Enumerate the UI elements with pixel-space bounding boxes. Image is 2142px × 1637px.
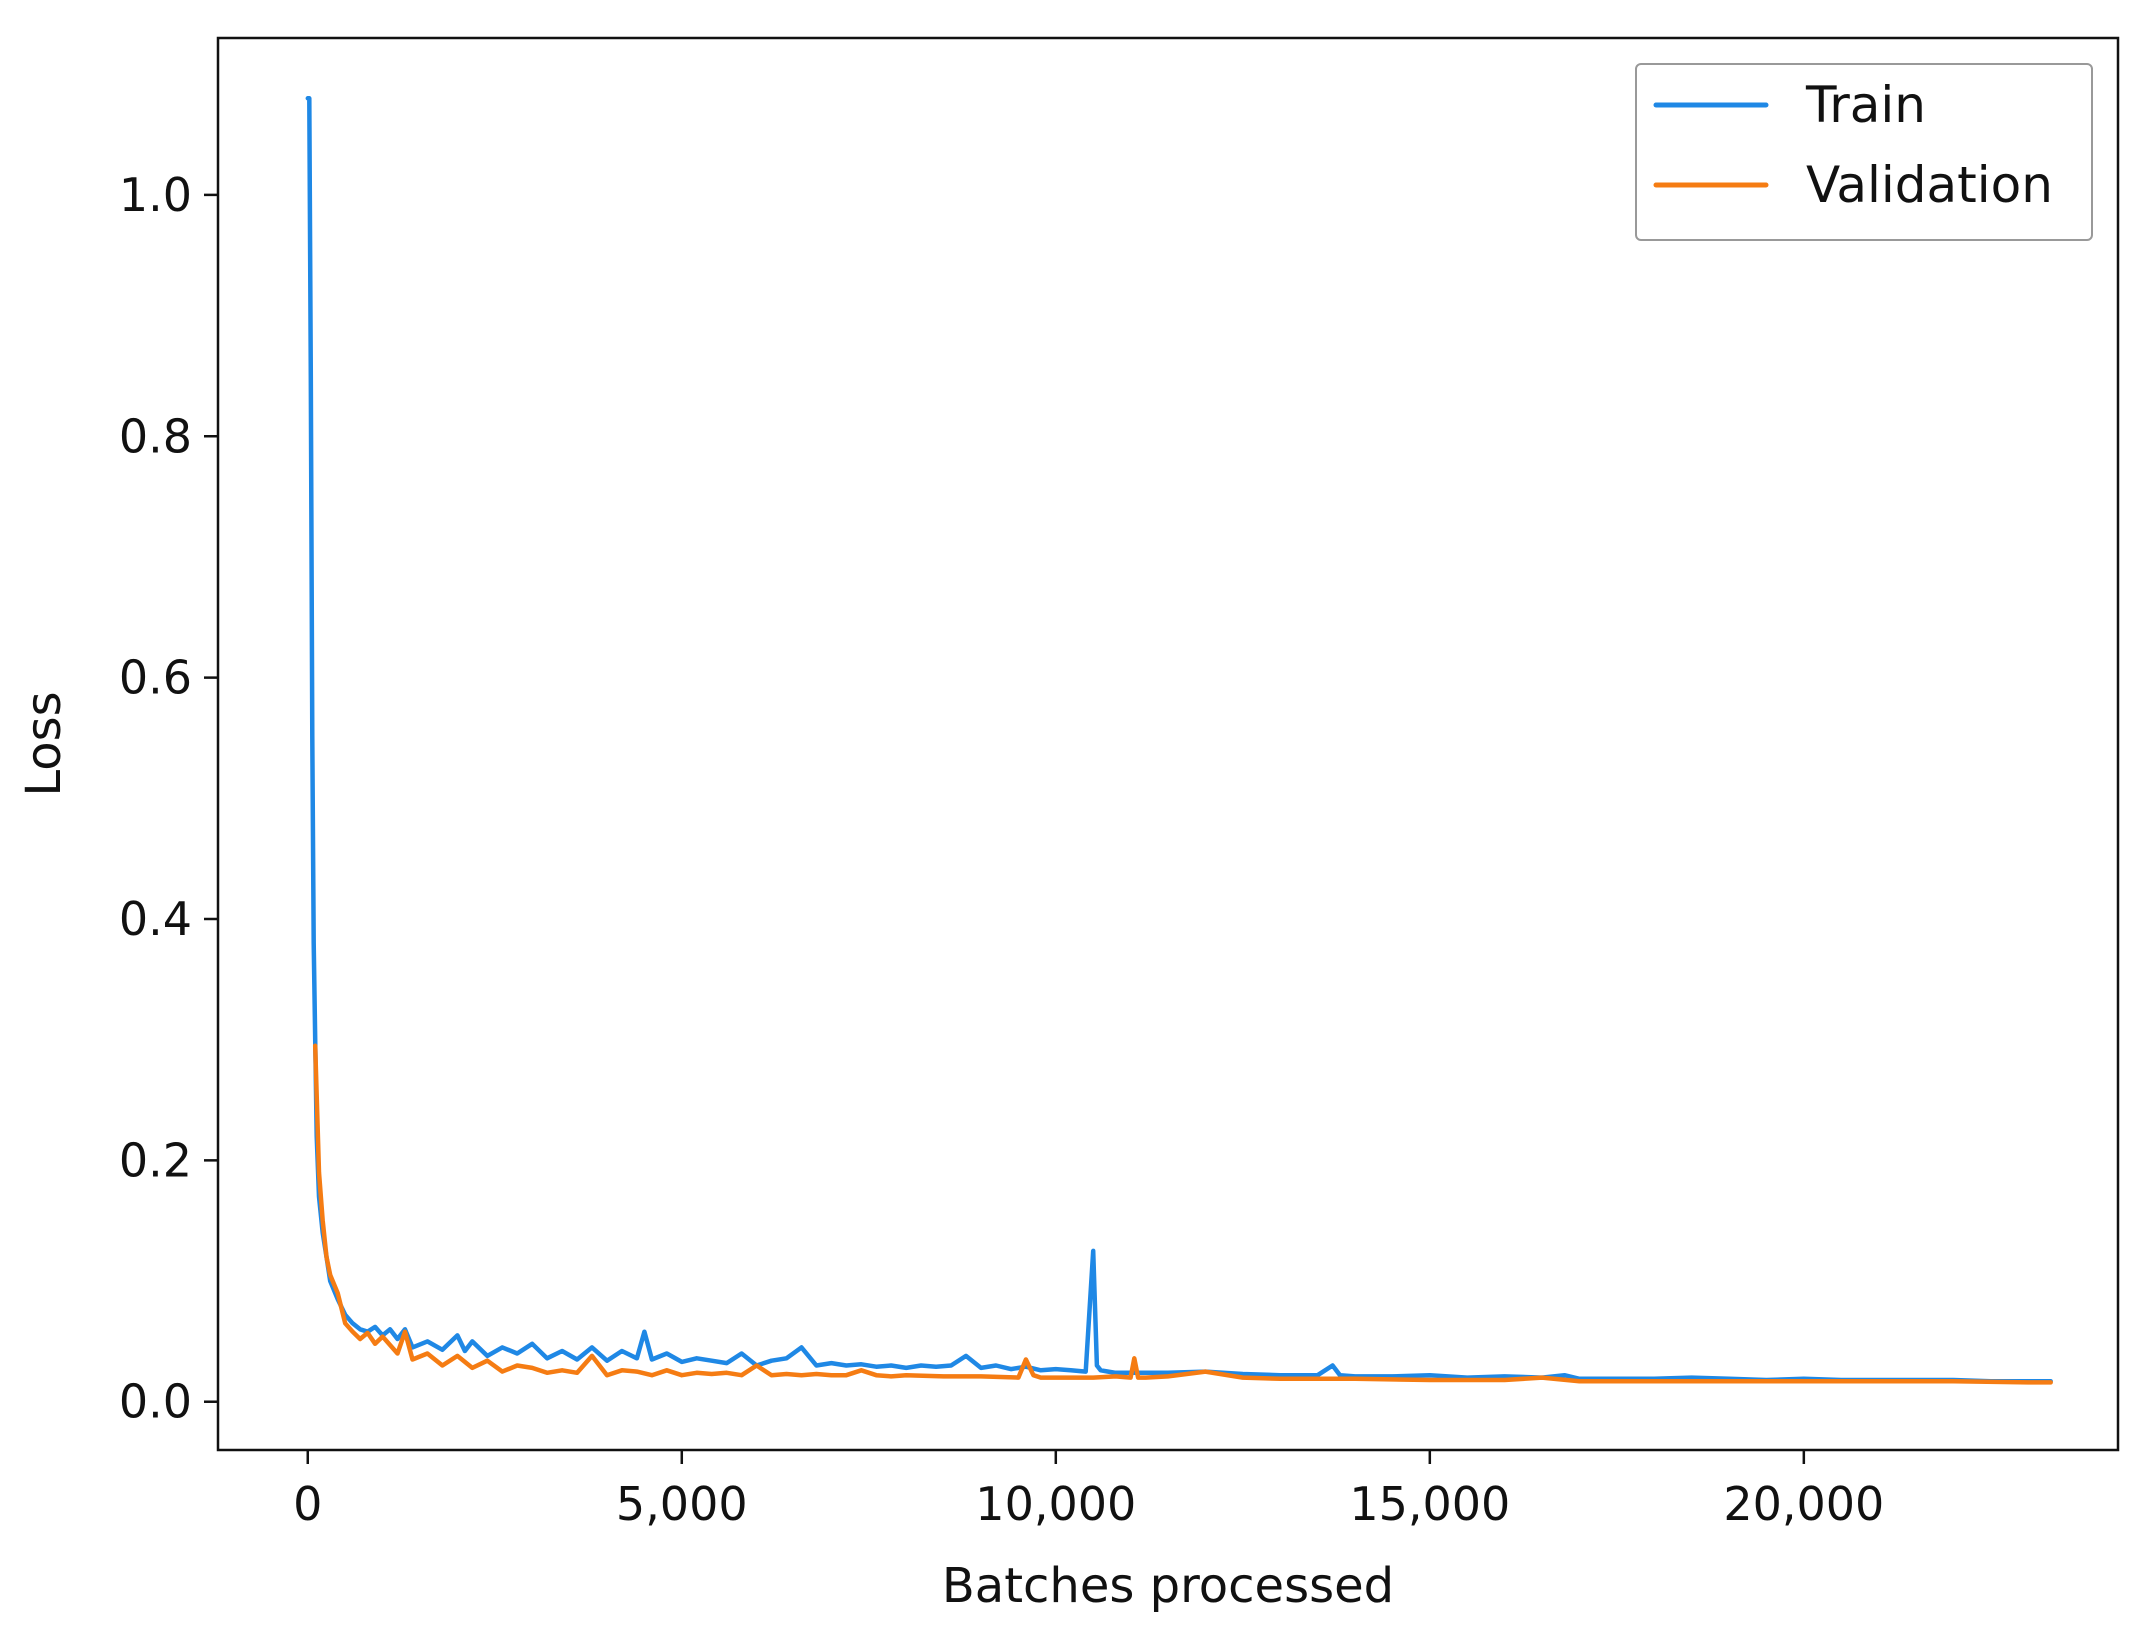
y-tick-label: 0.4 — [119, 892, 192, 946]
x-tick-label: 0 — [293, 1477, 322, 1531]
y-axis-label: Loss — [16, 691, 72, 796]
y-tick-label: 0.0 — [119, 1375, 192, 1429]
x-tick-label: 15,000 — [1349, 1477, 1510, 1531]
y-tick-label: 1.0 — [119, 168, 192, 222]
y-tick-label: 0.2 — [119, 1133, 192, 1187]
x-axis-ticks: 0 5,000 10,000 15,000 20,000 — [293, 1450, 1884, 1531]
x-axis-label: Batches processed — [942, 1558, 1394, 1614]
legend-box — [1635, 63, 2093, 241]
legend-label-validation: Validation — [1806, 156, 2053, 214]
x-tick-label: 5,000 — [616, 1477, 748, 1531]
legend-label-train: Train — [1805, 76, 1926, 134]
y-tick-label: 0.6 — [119, 651, 192, 705]
legend: Train Validation — [1635, 63, 2093, 241]
y-axis-ticks: 0.0 0.2 0.4 0.6 0.8 1.0 — [119, 168, 218, 1429]
y-tick-label: 0.8 — [119, 409, 192, 463]
x-tick-label: 20,000 — [1723, 1477, 1884, 1531]
series-line-validation — [312, 1043, 2053, 1385]
plot-area — [216, 36, 2120, 1452]
series-layer — [305, 96, 2053, 1385]
x-tick-label: 10,000 — [975, 1477, 1136, 1531]
